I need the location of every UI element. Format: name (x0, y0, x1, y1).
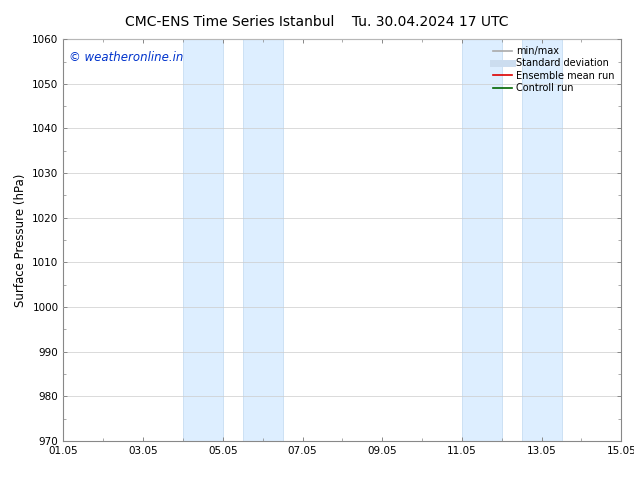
Bar (522, 39, 562, 441)
Legend: min/max, Standard deviation, Ensemble mean run, Controll run: min/max, Standard deviation, Ensemble me… (491, 44, 616, 95)
Text: CMC-ENS Time Series Istanbul    Tu. 30.04.2024 17 UTC: CMC-ENS Time Series Istanbul Tu. 30.04.2… (126, 15, 508, 29)
Y-axis label: Surface Pressure (hPa): Surface Pressure (hPa) (14, 173, 27, 307)
Bar (183, 39, 223, 441)
Text: © weatheronline.in: © weatheronline.in (69, 51, 183, 64)
Bar (243, 39, 283, 441)
Bar (462, 39, 501, 441)
